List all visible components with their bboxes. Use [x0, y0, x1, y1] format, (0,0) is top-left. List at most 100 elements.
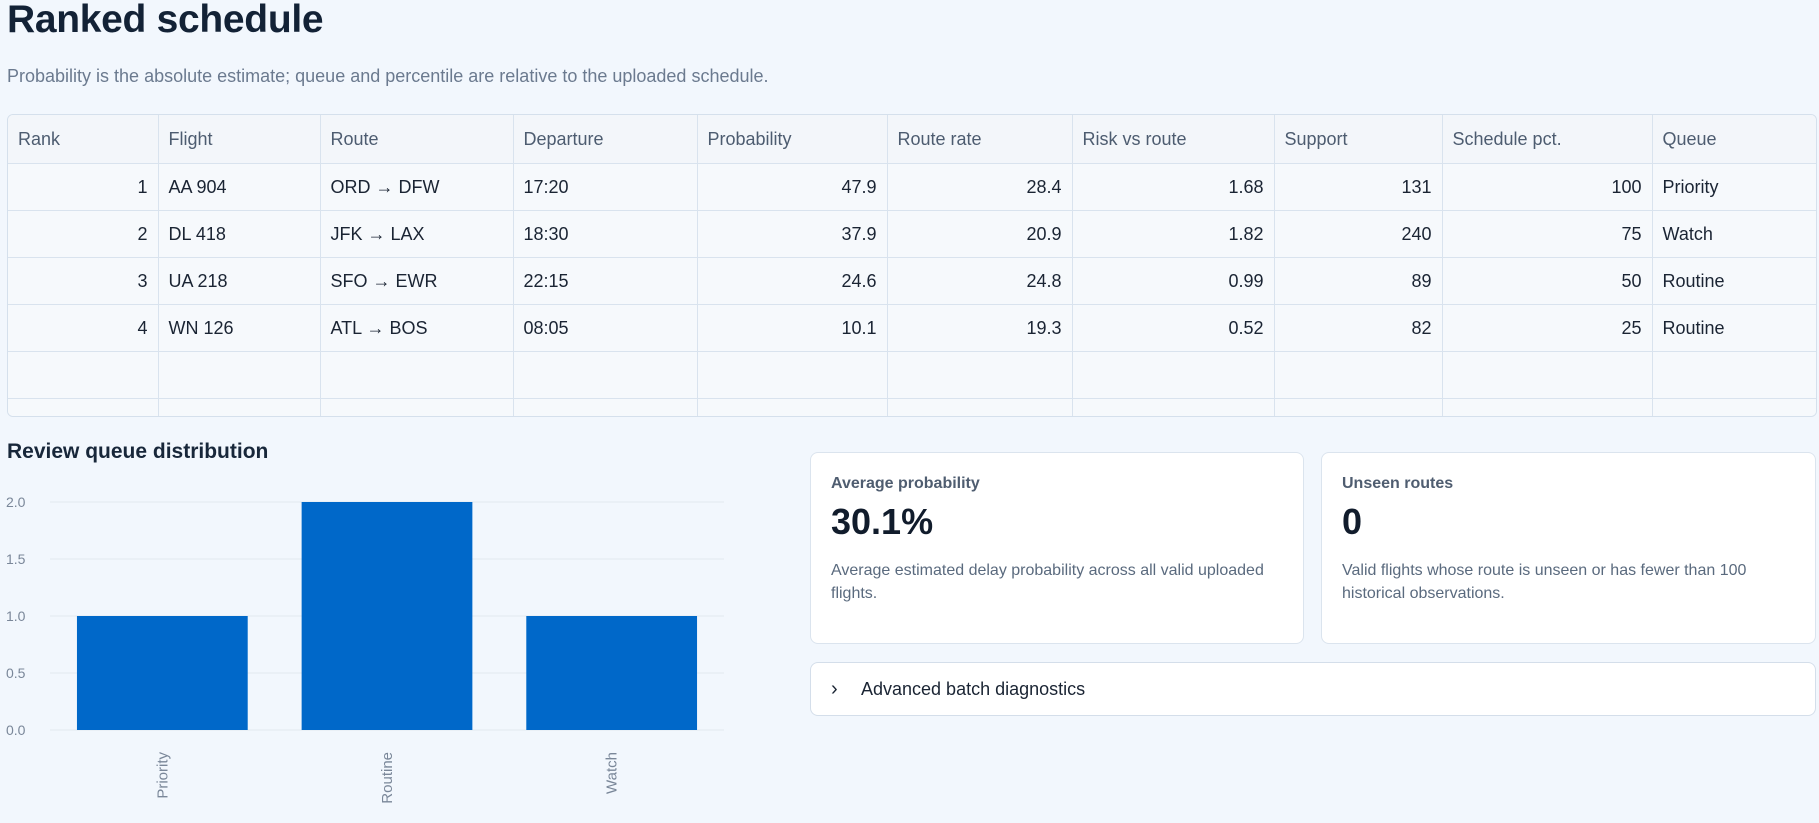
cell-route: ORD → DFW: [320, 163, 514, 211]
cell-departure: 22:15: [513, 257, 698, 305]
empty-cell: [320, 351, 514, 399]
card-value: 30.1%: [831, 501, 934, 542]
cell-queue: Watch: [1652, 210, 1816, 258]
empty-cell: [697, 351, 888, 399]
table-row[interactable]: 1 AA 904 ORD → DFW 17:20 47.9 28.4 1.68 …: [8, 163, 1816, 211]
empty-cell: [887, 351, 1073, 399]
cell-probability: 37.9: [697, 210, 888, 258]
y-tick-label: 1.0: [6, 608, 26, 624]
empty-cell: [1274, 398, 1443, 416]
cell-risk-vs-route: 0.99: [1072, 257, 1275, 305]
page-title: Ranked schedule: [7, 0, 324, 41]
empty-cell: [8, 351, 159, 399]
card-description: Valid flights whose route is unseen or h…: [1342, 562, 1747, 602]
cell-support: 89: [1274, 257, 1443, 305]
cell-schedule-pct: 50: [1442, 257, 1653, 305]
bar-priority[interactable]: [76, 616, 248, 730]
cell-schedule-pct: 75: [1442, 210, 1653, 258]
column-header-departure[interactable]: Departure: [513, 115, 698, 164]
empty-cell: [697, 398, 888, 416]
card-label: Unseen routes: [1342, 475, 1454, 492]
table-row[interactable]: 3 UA 218 SFO → EWR 22:15 24.6 24.8 0.99 …: [8, 257, 1816, 305]
cell-departure: 08:05: [513, 304, 698, 352]
column-header-flight[interactable]: Flight: [158, 115, 321, 164]
y-tick-label: 2.0: [6, 494, 26, 510]
column-header-support[interactable]: Support: [1274, 115, 1443, 164]
empty-cell: [1442, 398, 1653, 416]
x-tick-label: Watch: [604, 752, 621, 794]
column-header-rank[interactable]: Rank: [8, 115, 159, 164]
empty-cell: [1652, 351, 1816, 399]
empty-cell: [887, 398, 1073, 416]
table-row[interactable]: 2 DL 418 JFK → LAX 18:30 37.9 20.9 1.82 …: [8, 210, 1816, 258]
cell-route-rate: 19.3: [887, 304, 1073, 352]
cell-probability: 24.6: [697, 257, 888, 305]
y-tick-label: 1.5: [6, 551, 26, 567]
empty-cell: [8, 398, 159, 416]
table-row-empty: [8, 351, 1816, 399]
cell-flight: UA 218: [158, 257, 321, 305]
cell-route: JFK → LAX: [320, 210, 514, 258]
cell-queue: Routine: [1652, 257, 1816, 305]
cell-queue: Priority: [1652, 163, 1816, 211]
cell-queue: Routine: [1652, 304, 1816, 352]
empty-cell: [1652, 398, 1816, 416]
column-header-route-rate[interactable]: Route rate: [887, 115, 1073, 164]
cell-flight: DL 418: [158, 210, 321, 258]
chevron-right-icon: ›: [831, 677, 838, 700]
cell-route: ATL → BOS: [320, 304, 514, 352]
column-header-schedule-pct[interactable]: Schedule pct.: [1442, 115, 1653, 164]
empty-cell: [513, 351, 698, 399]
column-header-route[interactable]: Route: [320, 115, 514, 164]
empty-cell: [158, 398, 321, 416]
table-row[interactable]: 4 WN 126 ATL → BOS 08:05 10.1 19.3 0.52 …: [8, 304, 1816, 352]
cell-rank: 4: [8, 304, 159, 352]
cell-flight: WN 126: [158, 304, 321, 352]
cell-risk-vs-route: 1.68: [1072, 163, 1275, 211]
queue-distribution-chart: 0.0 0.5 1.0 1.5 2.0 Priority Routine Watch: [6, 494, 724, 804]
chart-title: Review queue distribution: [7, 440, 269, 463]
empty-cell: [1442, 351, 1653, 399]
card-label: Average probability: [831, 475, 980, 492]
x-tick-label: Priority: [154, 752, 171, 799]
y-tick-label: 0.0: [6, 722, 26, 738]
advanced-batch-diagnostics-expander[interactable]: › Advanced batch diagnostics: [810, 662, 1816, 716]
table-row-empty: [8, 398, 1816, 416]
average-probability-card: Average probability 30.1% Average estima…: [810, 452, 1304, 644]
empty-cell: [320, 398, 514, 416]
empty-cell: [1274, 351, 1443, 399]
expander-label: Advanced batch diagnostics: [861, 678, 1086, 699]
table-header-row: Rank Flight Route Departure Probability …: [8, 115, 1816, 164]
empty-cell: [1072, 351, 1275, 399]
cell-rank: 3: [8, 257, 159, 305]
cell-schedule-pct: 100: [1442, 163, 1653, 211]
x-tick-label: Routine: [379, 752, 396, 804]
cell-flight: AA 904: [158, 163, 321, 211]
column-header-queue[interactable]: Queue: [1652, 115, 1816, 164]
cell-support: 131: [1274, 163, 1443, 211]
cell-support: 240: [1274, 210, 1443, 258]
column-header-risk-vs-route[interactable]: Risk vs route: [1072, 115, 1275, 164]
ranked-schedule-table[interactable]: Rank Flight Route Departure Probability …: [7, 114, 1817, 417]
card-value: 0: [1342, 501, 1363, 542]
cell-schedule-pct: 25: [1442, 304, 1653, 352]
cell-support: 82: [1274, 304, 1443, 352]
cell-route-rate: 28.4: [887, 163, 1073, 211]
cell-rank: 2: [8, 210, 159, 258]
cell-departure: 18:30: [513, 210, 698, 258]
cell-route-rate: 20.9: [887, 210, 1073, 258]
cell-route-rate: 24.8: [887, 257, 1073, 305]
card-description: Average estimated delay probability acro…: [831, 562, 1264, 602]
cell-departure: 17:20: [513, 163, 698, 211]
cell-risk-vs-route: 1.82: [1072, 210, 1275, 258]
column-header-probability[interactable]: Probability: [697, 115, 888, 164]
y-tick-label: 0.5: [6, 665, 26, 681]
page-subtitle: Probability is the absolute estimate; qu…: [7, 66, 769, 86]
unseen-routes-card: Unseen routes 0 Valid flights whose rout…: [1321, 452, 1816, 644]
empty-cell: [158, 351, 321, 399]
cell-risk-vs-route: 0.52: [1072, 304, 1275, 352]
bar-watch[interactable]: [526, 616, 698, 730]
cell-probability: 10.1: [697, 304, 888, 352]
bar-routine[interactable]: [301, 502, 473, 730]
cell-rank: 1: [8, 163, 159, 211]
